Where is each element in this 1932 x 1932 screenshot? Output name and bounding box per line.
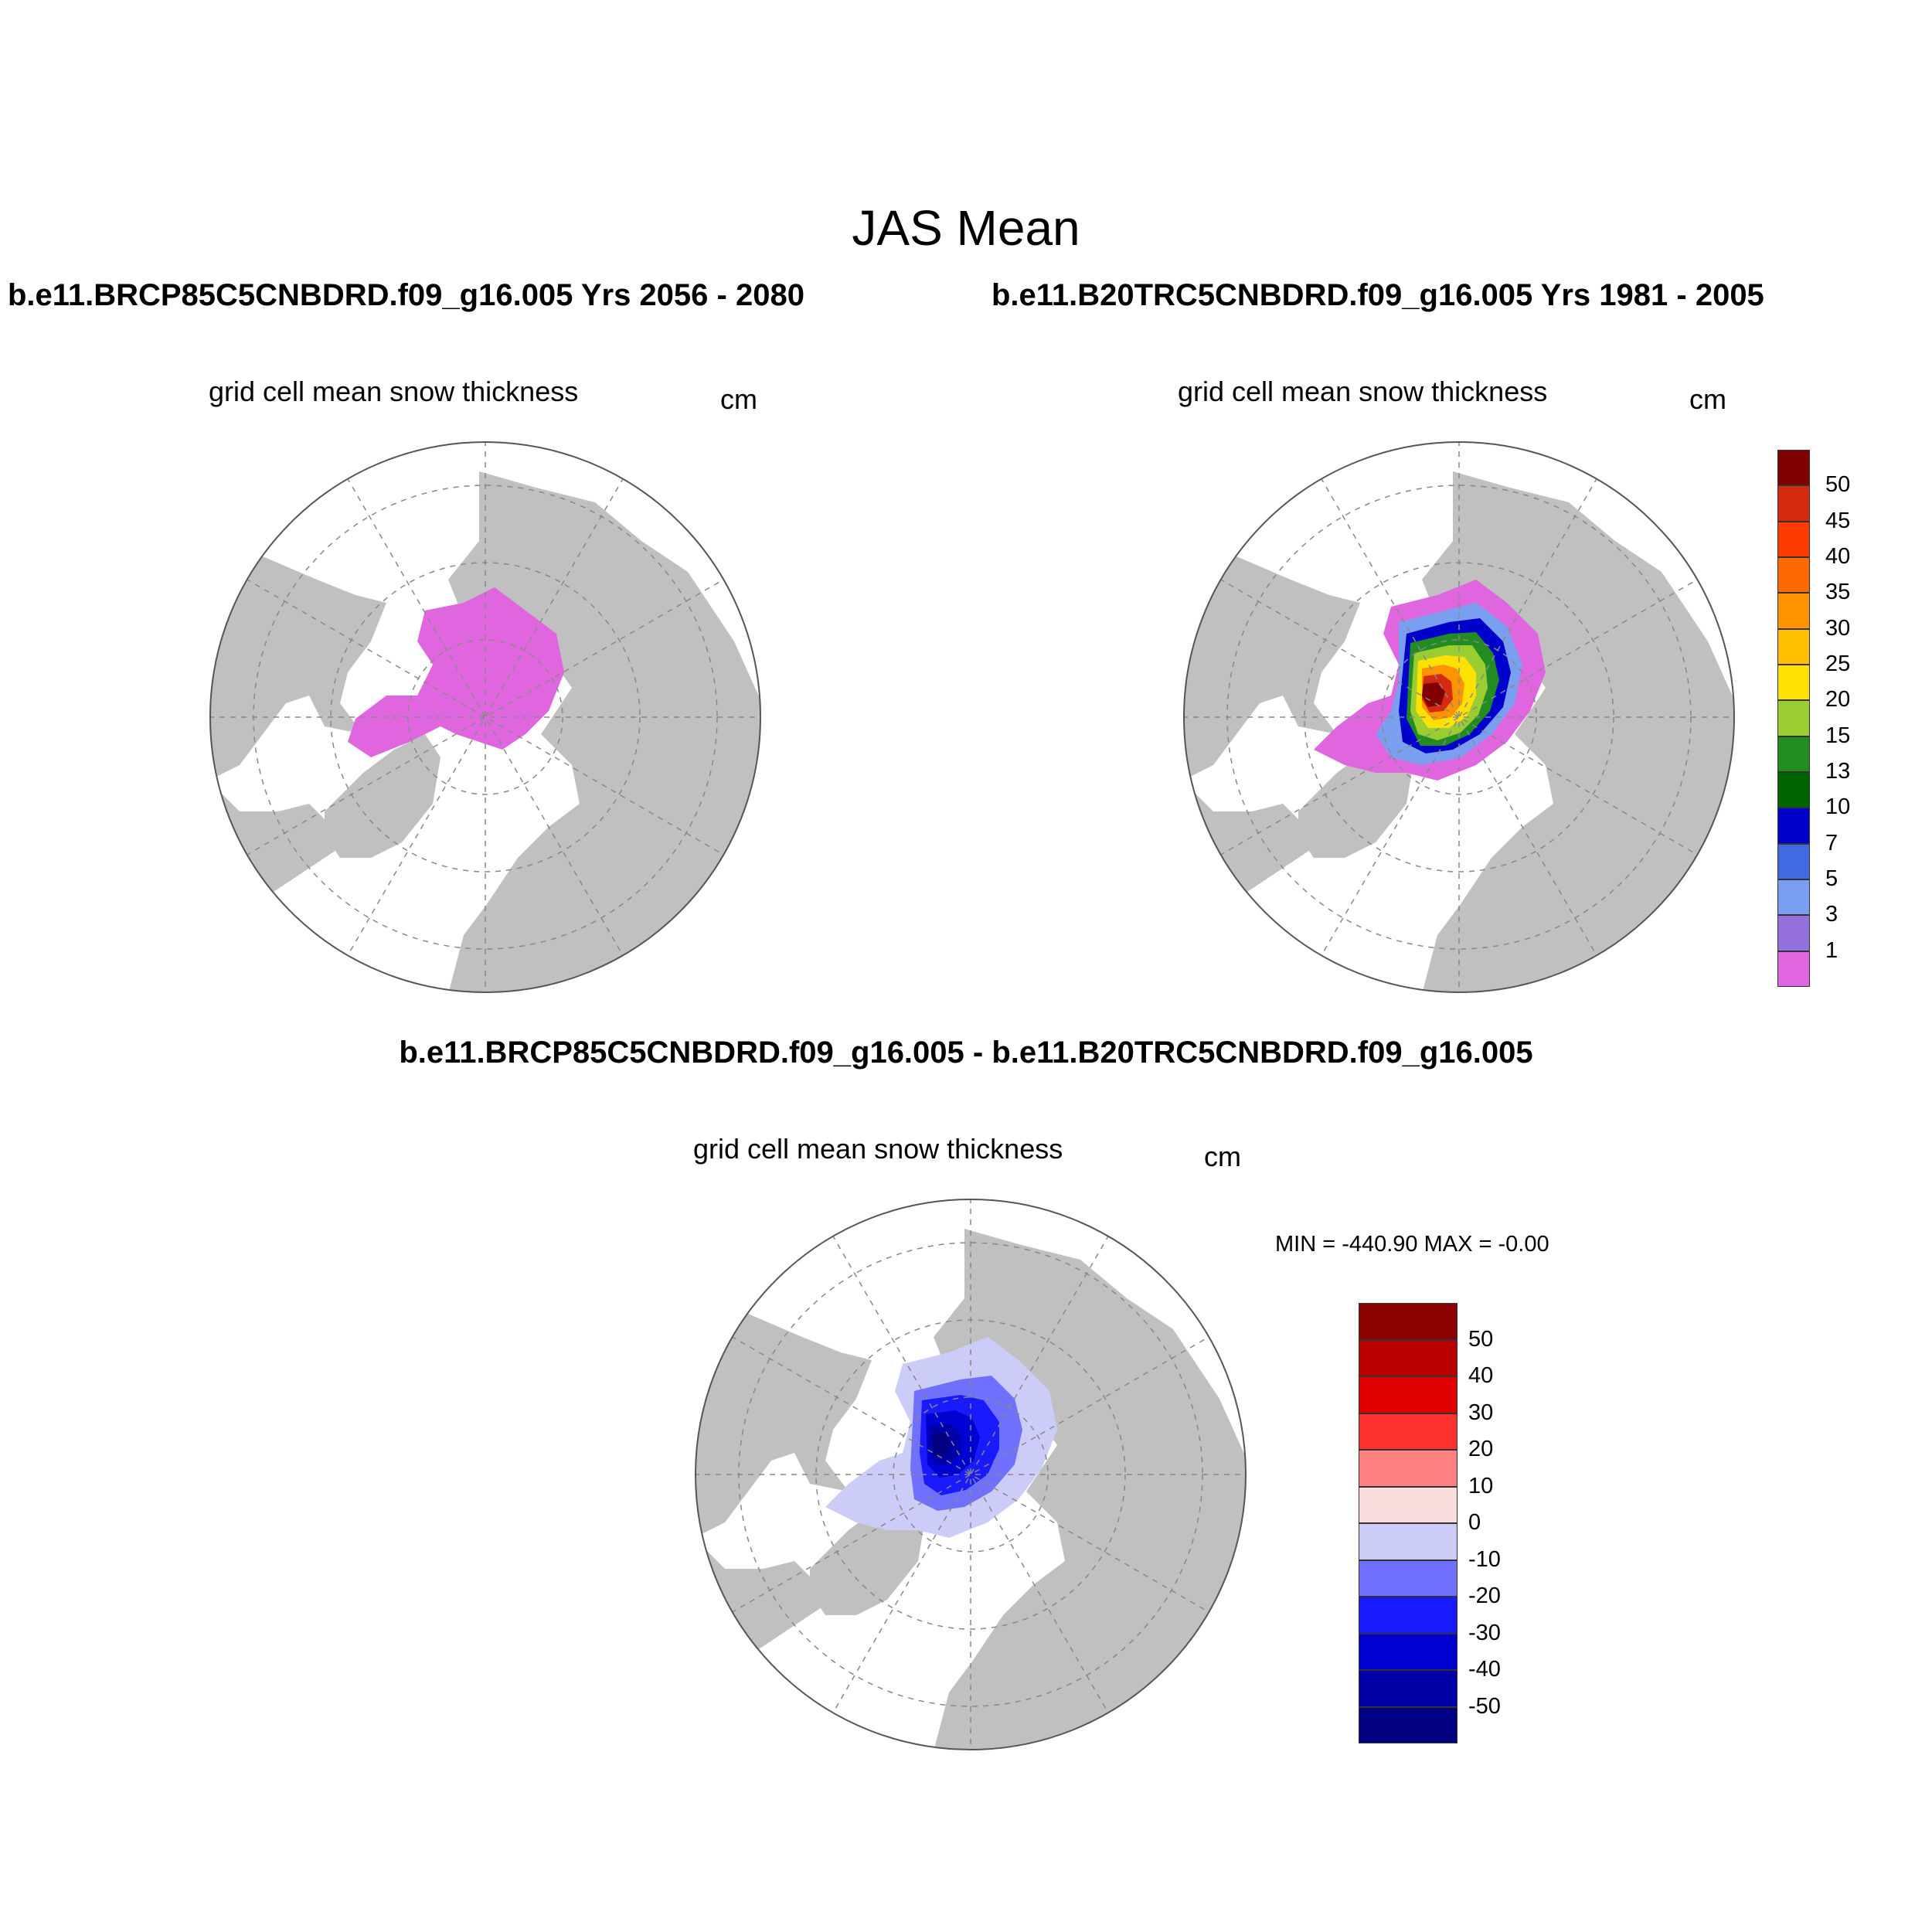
colorbar-swatch bbox=[1777, 521, 1810, 557]
colorbar-tick-label: 0 bbox=[1468, 1510, 1481, 1535]
right-units-label: cm bbox=[1689, 383, 1726, 415]
graticule bbox=[210, 442, 760, 992]
colorbar-swatch bbox=[1359, 1450, 1458, 1487]
colorbar-swatch bbox=[1359, 1633, 1458, 1670]
colorbar-swatch bbox=[1359, 1670, 1458, 1707]
colorbar-swatch bbox=[1777, 772, 1810, 808]
map-right-historical bbox=[1183, 441, 1735, 993]
colorbar-tick-label: 45 bbox=[1825, 508, 1851, 533]
colorbar-tick-label: 40 bbox=[1825, 544, 1851, 569]
colorbar-tick-label: 30 bbox=[1468, 1400, 1494, 1425]
snow-field bbox=[1314, 580, 1546, 781]
colorbar-tick-label: 3 bbox=[1825, 902, 1838, 927]
colorbar-swatch bbox=[1359, 1303, 1458, 1340]
colorbar-swatch bbox=[1359, 1486, 1458, 1523]
diff-panel-header: b.e11.BRCP85C5CNBDRD.f09_g16.005 - b.e11… bbox=[399, 1036, 1533, 1070]
colorbar-swatch bbox=[1777, 557, 1810, 594]
colorbar-tick-label: 35 bbox=[1825, 580, 1851, 605]
colorbar-swatch bbox=[1777, 951, 1810, 987]
colorbar-tick-label: 13 bbox=[1825, 759, 1851, 784]
colorbar-swatch bbox=[1359, 1597, 1458, 1634]
colorbar-tick-label: -30 bbox=[1468, 1620, 1501, 1645]
map-difference bbox=[695, 1199, 1247, 1750]
colorbar-tick-label: 15 bbox=[1825, 723, 1851, 748]
main-title: JAS Mean bbox=[852, 200, 1080, 256]
right-variable-label: grid cell mean snow thickness bbox=[1178, 376, 1548, 407]
colorbar-swatch bbox=[1777, 808, 1810, 844]
left-variable-label: grid cell mean snow thickness bbox=[209, 376, 579, 407]
colorbar-swatch bbox=[1359, 1706, 1458, 1743]
colorbar-swatch bbox=[1777, 736, 1810, 772]
colorbar-swatch bbox=[1359, 1376, 1458, 1413]
colorbar-swatch bbox=[1777, 700, 1810, 736]
colorbar-swatch bbox=[1777, 665, 1810, 701]
colorbar-tick-label: 10 bbox=[1825, 794, 1851, 820]
colorbar-tick-label: 1 bbox=[1825, 937, 1838, 963]
left-panel-header: b.e11.BRCP85C5CNBDRD.f09_g16.005 Yrs 205… bbox=[8, 278, 804, 312]
colorbar-swatch bbox=[1359, 1560, 1458, 1597]
colorbar-swatch bbox=[1777, 628, 1810, 665]
colorbar-swatch bbox=[1777, 843, 1810, 879]
colorbar-tick-label: 20 bbox=[1825, 687, 1851, 713]
colorbar-swatch bbox=[1359, 1523, 1458, 1560]
colorbar-swatch bbox=[1777, 450, 1810, 486]
colorbar-tick-label: 7 bbox=[1825, 830, 1838, 855]
snow-pink bbox=[348, 587, 564, 757]
min-max-readout: MIN = -440.90 MAX = -0.00 bbox=[1275, 1232, 1549, 1257]
colorbar-tick-label: 10 bbox=[1468, 1473, 1494, 1498]
colorbar-swatch bbox=[1777, 485, 1810, 522]
graticule bbox=[696, 1199, 1246, 1750]
right-panel-header: b.e11.B20TRC5CNBDRD.f09_g16.005 Yrs 1981… bbox=[992, 278, 1764, 312]
colorbar-tick-label: -40 bbox=[1468, 1657, 1501, 1682]
colorbar-swatch bbox=[1359, 1339, 1458, 1376]
colorbar-tick-label: 50 bbox=[1468, 1326, 1494, 1352]
colorbar-tick-label: -20 bbox=[1468, 1583, 1501, 1608]
colorbar-difference bbox=[1359, 1303, 1458, 1743]
colorbar-tick-label: 40 bbox=[1468, 1363, 1494, 1388]
graticule bbox=[1184, 442, 1734, 992]
colorbar-tick-label: 30 bbox=[1825, 615, 1851, 641]
colorbar-tick-label: 5 bbox=[1825, 866, 1838, 891]
colorbar-tick-label: 50 bbox=[1825, 472, 1851, 498]
colorbar-tick-label: 20 bbox=[1468, 1437, 1494, 1461]
land-greenland bbox=[325, 734, 440, 858]
colorbar-swatch bbox=[1359, 1413, 1458, 1450]
difference-field bbox=[825, 1337, 1057, 1538]
map-left-future bbox=[209, 441, 761, 993]
diff-variable-label: grid cell mean snow thickness bbox=[693, 1133, 1063, 1165]
colorbar-tick-label: -50 bbox=[1468, 1693, 1501, 1719]
land-eurasia bbox=[448, 471, 760, 992]
colorbar-tick-label: 25 bbox=[1825, 651, 1851, 676]
diff-units-label: cm bbox=[1204, 1141, 1241, 1172]
colorbar-swatch bbox=[1777, 915, 1810, 951]
left-units-label: cm bbox=[720, 383, 757, 415]
colorbar-swatch bbox=[1777, 593, 1810, 629]
colorbar-absolute bbox=[1777, 450, 1810, 987]
colorbar-tick-label: -10 bbox=[1468, 1546, 1501, 1572]
colorbar-swatch bbox=[1777, 879, 1810, 916]
